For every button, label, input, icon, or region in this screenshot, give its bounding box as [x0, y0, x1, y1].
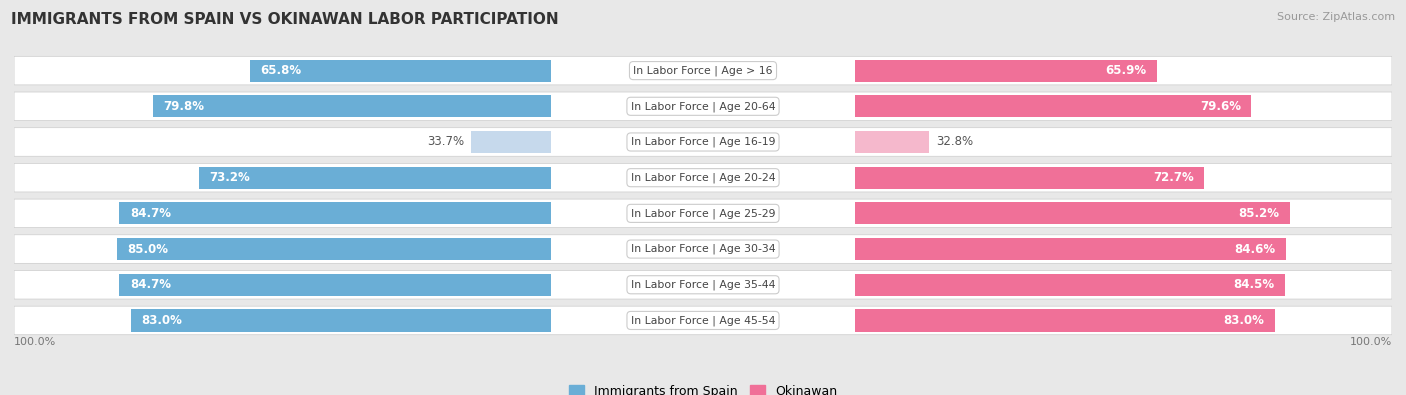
Text: 65.8%: 65.8%: [260, 64, 301, 77]
FancyBboxPatch shape: [14, 306, 1392, 335]
Text: 85.0%: 85.0%: [128, 243, 169, 256]
Text: 83.0%: 83.0%: [142, 314, 183, 327]
FancyBboxPatch shape: [14, 56, 1392, 85]
Text: In Labor Force | Age 20-64: In Labor Force | Age 20-64: [631, 101, 775, 111]
Bar: [117, 238, 551, 260]
Bar: [855, 202, 1289, 224]
FancyBboxPatch shape: [14, 92, 1392, 120]
FancyBboxPatch shape: [14, 164, 1392, 192]
Text: IMMIGRANTS FROM SPAIN VS OKINAWAN LABOR PARTICIPATION: IMMIGRANTS FROM SPAIN VS OKINAWAN LABOR …: [11, 12, 558, 27]
Text: In Labor Force | Age 20-24: In Labor Force | Age 20-24: [631, 173, 775, 183]
Bar: [250, 60, 551, 82]
Bar: [855, 131, 929, 153]
Text: 79.8%: 79.8%: [163, 100, 204, 113]
Text: 84.7%: 84.7%: [129, 207, 170, 220]
Text: 65.9%: 65.9%: [1105, 64, 1147, 77]
Text: 73.2%: 73.2%: [209, 171, 250, 184]
Bar: [120, 202, 551, 224]
Bar: [855, 60, 1157, 82]
Text: In Labor Force | Age > 16: In Labor Force | Age > 16: [633, 65, 773, 76]
Text: In Labor Force | Age 45-54: In Labor Force | Age 45-54: [631, 315, 775, 326]
Text: In Labor Force | Age 35-44: In Labor Force | Age 35-44: [631, 280, 775, 290]
Text: 84.6%: 84.6%: [1234, 243, 1275, 256]
Bar: [855, 309, 1275, 331]
Legend: Immigrants from Spain, Okinawan: Immigrants from Spain, Okinawan: [564, 380, 842, 395]
Text: 79.6%: 79.6%: [1201, 100, 1241, 113]
Text: 83.0%: 83.0%: [1223, 314, 1264, 327]
Text: In Labor Force | Age 16-19: In Labor Force | Age 16-19: [631, 137, 775, 147]
Bar: [471, 131, 551, 153]
Text: 100.0%: 100.0%: [1350, 337, 1392, 347]
Bar: [855, 167, 1204, 189]
Text: 84.5%: 84.5%: [1233, 278, 1275, 291]
Text: 33.7%: 33.7%: [427, 135, 464, 149]
Bar: [153, 95, 551, 117]
Bar: [131, 309, 551, 331]
Bar: [855, 274, 1285, 296]
Text: 32.8%: 32.8%: [936, 135, 973, 149]
Text: Source: ZipAtlas.com: Source: ZipAtlas.com: [1277, 12, 1395, 22]
FancyBboxPatch shape: [14, 271, 1392, 299]
Bar: [855, 238, 1286, 260]
Bar: [198, 167, 551, 189]
Bar: [855, 95, 1251, 117]
Text: 84.7%: 84.7%: [129, 278, 170, 291]
Text: 72.7%: 72.7%: [1153, 171, 1194, 184]
Bar: [120, 274, 551, 296]
FancyBboxPatch shape: [14, 199, 1392, 228]
Text: 100.0%: 100.0%: [14, 337, 56, 347]
Text: 85.2%: 85.2%: [1239, 207, 1279, 220]
FancyBboxPatch shape: [14, 128, 1392, 156]
Text: In Labor Force | Age 30-34: In Labor Force | Age 30-34: [631, 244, 775, 254]
FancyBboxPatch shape: [14, 235, 1392, 263]
Text: In Labor Force | Age 25-29: In Labor Force | Age 25-29: [631, 208, 775, 218]
